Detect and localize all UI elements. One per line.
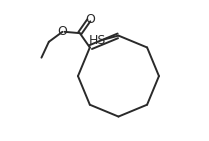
Text: HS: HS <box>89 34 107 47</box>
Text: O: O <box>85 13 96 26</box>
Text: O: O <box>57 25 67 38</box>
